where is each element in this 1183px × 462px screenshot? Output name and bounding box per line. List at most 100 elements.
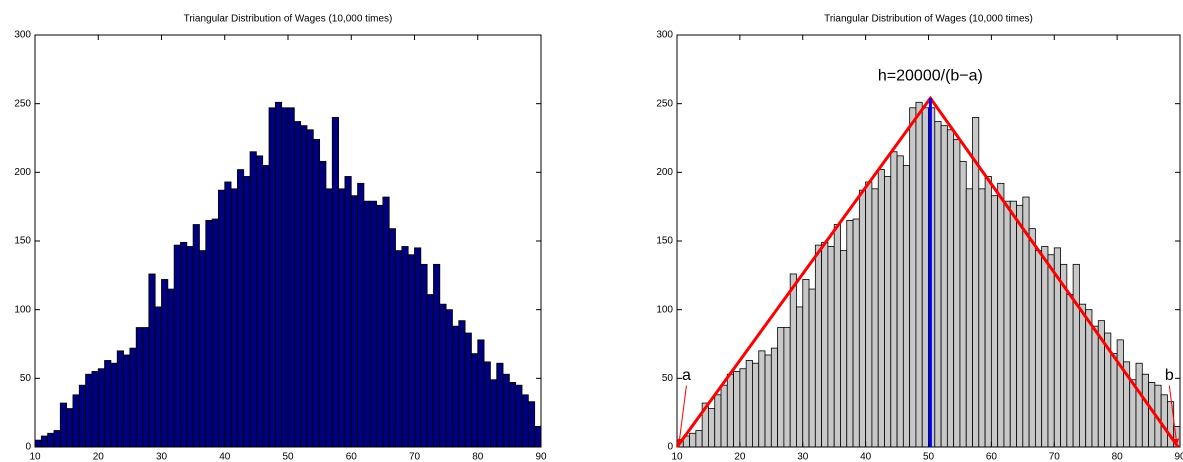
bar — [953, 138, 961, 448]
bar — [1066, 294, 1074, 448]
bar — [902, 165, 911, 448]
bar — [255, 155, 264, 448]
bar — [186, 246, 194, 448]
bar — [47, 432, 55, 448]
bar — [527, 401, 536, 448]
bar — [78, 384, 87, 448]
bar — [110, 362, 118, 448]
bar — [173, 244, 181, 448]
bar — [331, 117, 339, 448]
bar — [483, 361, 491, 448]
annotation-arrow — [676, 385, 687, 445]
annotation: b — [1165, 367, 1174, 384]
bar — [990, 195, 999, 448]
bar — [783, 327, 791, 448]
bar — [161, 279, 169, 448]
bar — [268, 107, 276, 448]
bar — [471, 353, 479, 448]
x-tick-label: 70 — [409, 452, 421, 462]
bar — [464, 332, 472, 448]
x-tick-label: 20 — [734, 452, 746, 462]
bar — [91, 371, 99, 448]
bar — [1047, 254, 1055, 448]
bar — [808, 288, 816, 448]
bar — [319, 160, 327, 448]
bar — [814, 244, 823, 448]
bar — [414, 247, 422, 448]
bar — [1003, 200, 1011, 448]
bar — [458, 320, 466, 448]
bar — [350, 195, 358, 448]
bar — [142, 327, 150, 448]
overlay-line — [675, 95, 1180, 448]
bar — [984, 176, 992, 448]
x-tick-label: 80 — [1112, 452, 1124, 462]
chart-title: Triangular Distribution of Wages (10,000… — [184, 14, 393, 25]
bar — [689, 432, 697, 448]
bar — [846, 219, 854, 448]
bar — [714, 394, 722, 448]
bar — [243, 176, 251, 448]
bar — [726, 373, 734, 448]
bar — [789, 273, 797, 448]
x-tick-label: 80 — [472, 452, 484, 462]
bar — [249, 151, 257, 448]
bar — [959, 160, 967, 448]
bar — [877, 169, 885, 448]
bar — [66, 408, 74, 448]
bar — [1028, 228, 1036, 448]
bar — [123, 354, 131, 448]
bar — [388, 228, 396, 448]
bar — [720, 384, 728, 448]
bar — [978, 188, 986, 448]
bar — [382, 196, 390, 448]
y-tick-label: 50 — [662, 373, 674, 384]
bar — [452, 325, 460, 448]
bar — [116, 350, 124, 448]
bar — [1060, 263, 1068, 448]
bar — [281, 107, 289, 448]
bar — [180, 241, 188, 448]
y-tick-label: 300 — [14, 30, 31, 41]
bar — [802, 279, 810, 448]
bar — [496, 362, 504, 448]
y-tick-label: 150 — [14, 236, 31, 247]
bar — [865, 181, 873, 448]
bar — [934, 121, 942, 448]
bar — [1041, 246, 1049, 448]
bar — [708, 408, 716, 448]
bar — [1135, 362, 1143, 448]
bar — [338, 188, 346, 448]
bar — [871, 188, 879, 448]
bar — [739, 368, 747, 448]
bar — [508, 382, 517, 448]
x-tick-label: 30 — [797, 452, 809, 462]
bar — [230, 188, 238, 448]
bar — [896, 155, 904, 448]
x-tick-label: 30 — [156, 452, 168, 462]
bar — [965, 188, 973, 448]
bar — [858, 189, 867, 448]
bar — [515, 384, 523, 448]
bar — [921, 107, 929, 448]
bar — [40, 435, 49, 448]
bar — [909, 107, 917, 448]
bar — [104, 360, 112, 448]
bar — [796, 306, 804, 448]
bar — [97, 368, 105, 448]
y-tick-label: 0 — [25, 442, 31, 453]
bar — [884, 176, 892, 448]
bar — [1141, 373, 1149, 448]
bar — [135, 327, 143, 448]
bar — [287, 107, 295, 448]
bar — [407, 254, 415, 448]
x-tick-label: 50 — [923, 452, 935, 462]
bar — [1034, 250, 1043, 448]
bar — [695, 430, 703, 448]
bar — [401, 246, 409, 448]
bar — [840, 250, 848, 448]
bar — [946, 129, 955, 448]
bar — [770, 347, 778, 448]
bar — [752, 362, 760, 448]
